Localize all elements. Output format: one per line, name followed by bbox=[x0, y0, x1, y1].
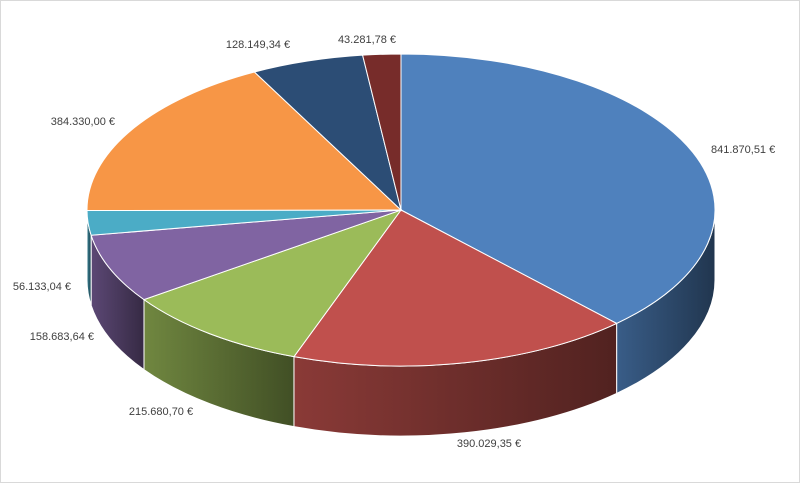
data-label-4: 158.683,64 € bbox=[30, 331, 94, 343]
data-label-7: 128.149,34 € bbox=[226, 39, 290, 51]
data-label-3: 215.680,70 € bbox=[129, 406, 193, 418]
pie-slice-6[interactable] bbox=[86, 71, 403, 212]
pie-top-faces bbox=[86, 53, 716, 367]
data-label-2: 390.029,35 € bbox=[457, 438, 521, 450]
pie-slice-1[interactable] bbox=[400, 53, 716, 324]
pie-slice-8[interactable] bbox=[361, 53, 402, 211]
data-label-1: 841.870,51 € bbox=[711, 144, 775, 156]
data-label-5: 56.133,04 € bbox=[13, 281, 71, 293]
pie-slice-4[interactable] bbox=[90, 209, 402, 301]
data-labels: 841.870,51 € 390.029,35 € 215.680,70 € 158.… bbox=[13, 34, 775, 450]
pie-slice-3[interactable] bbox=[142, 209, 403, 358]
data-label-8: 43.281,78 € bbox=[338, 34, 396, 46]
pie-slice-2[interactable] bbox=[293, 209, 618, 367]
data-label-6: 384.330,00 € bbox=[51, 116, 115, 128]
